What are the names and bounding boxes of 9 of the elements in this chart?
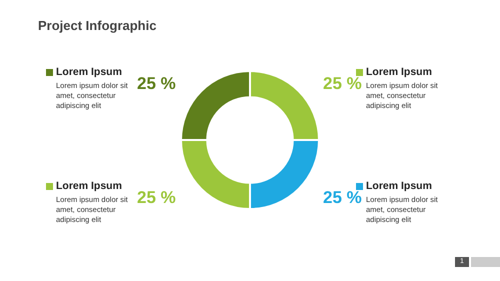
data-label: 25 % xyxy=(137,74,176,94)
data-label: 25 % xyxy=(323,74,362,94)
legend-label: Lorem Ipsum xyxy=(56,180,123,192)
legend-label: Lorem Ipsum xyxy=(56,66,123,78)
legend-label: Lorem Ipsum xyxy=(366,66,433,78)
chart-title: Project Infographic xyxy=(38,18,156,33)
legend-label: Lorem Ipsum xyxy=(366,180,433,192)
data-label: 25 % xyxy=(137,188,176,208)
data-label: 25 % xyxy=(323,188,362,208)
